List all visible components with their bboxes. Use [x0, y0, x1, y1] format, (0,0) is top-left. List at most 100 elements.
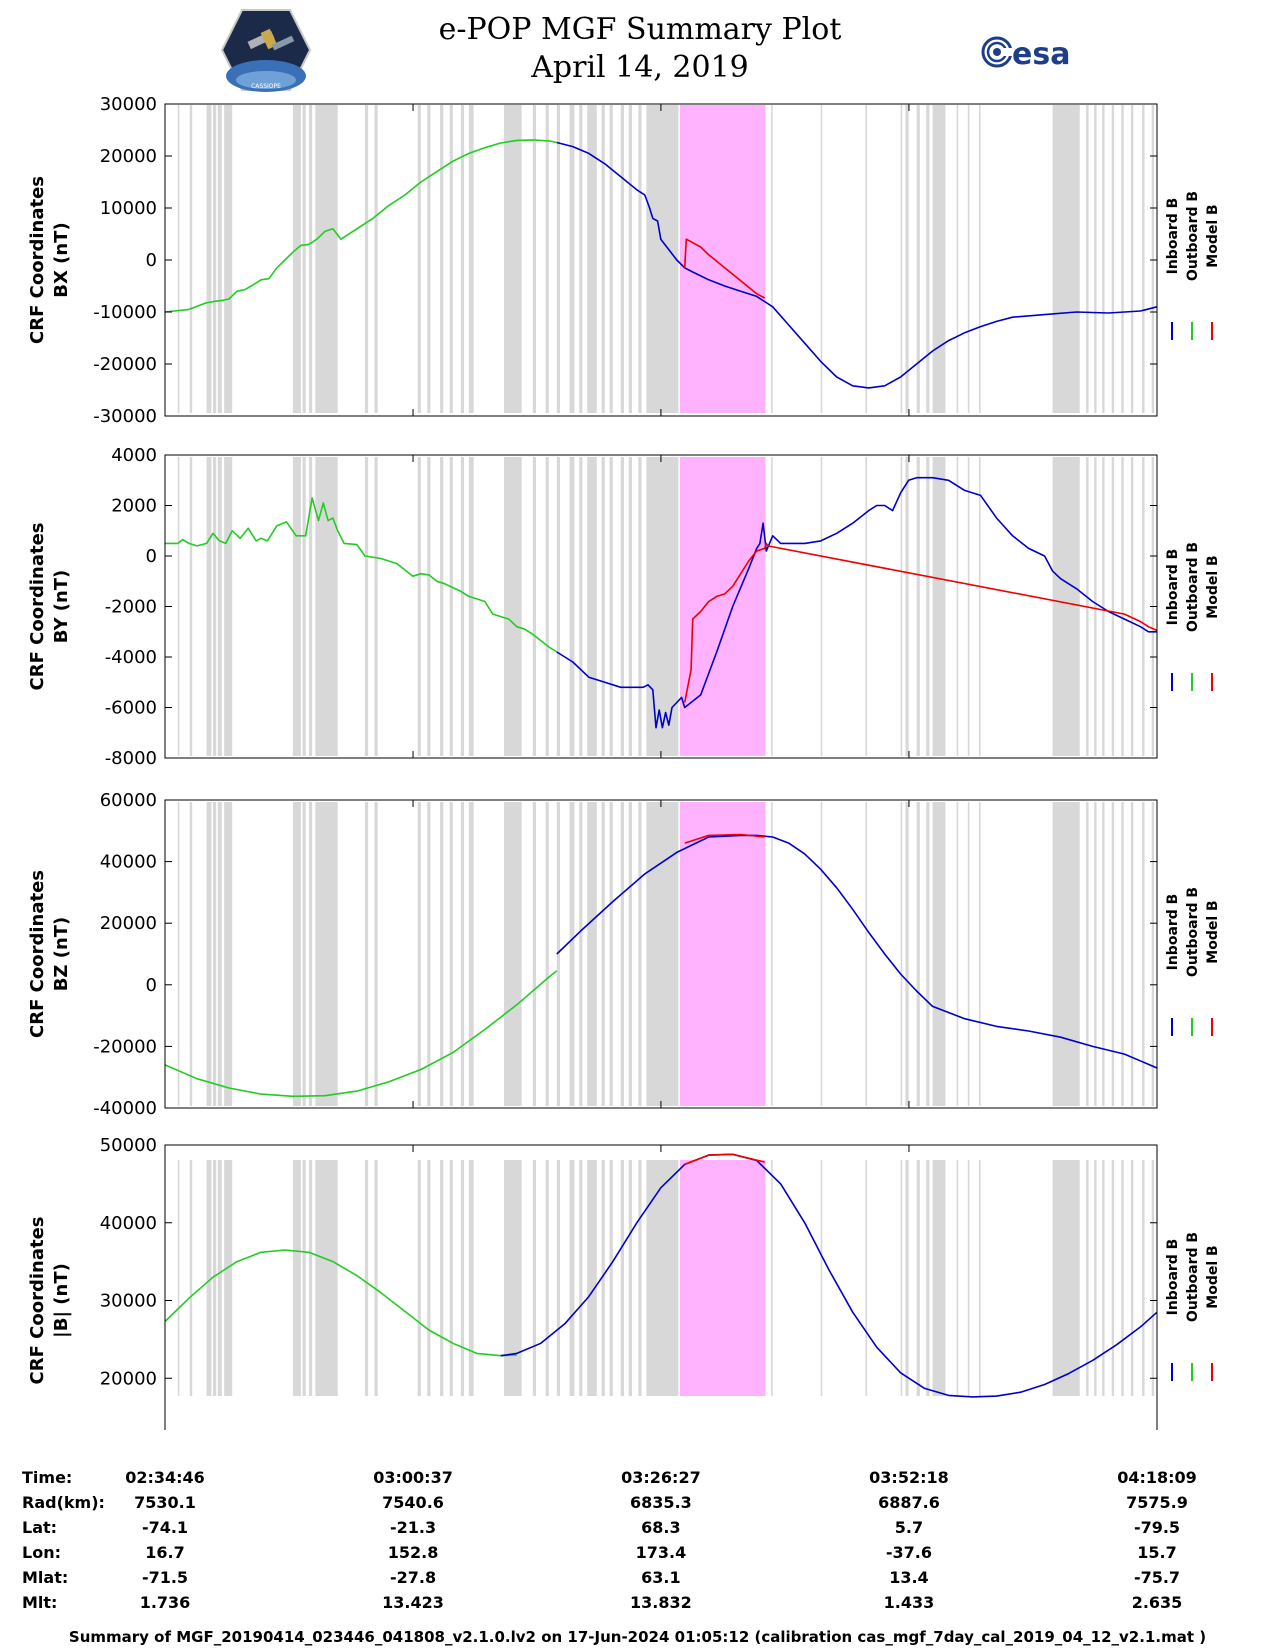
info-row-label: Mlt:: [22, 1593, 58, 1612]
data-gap-band: [820, 105, 823, 413]
data-gap-band: [1142, 1160, 1145, 1396]
info-cell: -27.8: [389, 1568, 437, 1587]
series-line-model-b: [683, 542, 1158, 703]
data-gap-band: [1094, 1160, 1097, 1396]
info-cell: 04:18:09: [1117, 1468, 1197, 1487]
data-gap-band: [646, 457, 679, 756]
data-gap-band: [315, 1160, 338, 1396]
info-cell: 6835.3: [630, 1493, 692, 1512]
legend-label: Inboard B: [1165, 894, 1181, 971]
info-cell: -74.1: [141, 1518, 189, 1537]
data-gap-band: [468, 1160, 474, 1396]
info-cell: 63.1: [641, 1568, 681, 1587]
data-gap-band: [1130, 457, 1134, 756]
data-gap-band: [609, 105, 613, 413]
info-cell: 03:00:37: [373, 1468, 453, 1487]
data-gap-band: [212, 1160, 217, 1396]
data-gap-band: [1102, 1160, 1105, 1396]
data-gap-band: [449, 802, 453, 1106]
data-gap-band: [932, 105, 946, 413]
info-cell: -37.6: [885, 1543, 933, 1562]
highlight-interval-band: [679, 457, 766, 756]
data-gap-band: [820, 802, 823, 1106]
y-tick-label: 4000: [111, 445, 157, 466]
data-gap-band: [217, 1160, 222, 1396]
data-gap-band: [460, 1160, 465, 1396]
data-gap-band: [956, 802, 959, 1106]
data-gap-band: [905, 457, 909, 756]
data-gap-band: [620, 105, 624, 413]
series-line-inboard-b: [556, 141, 1158, 389]
data-gap-band: [1102, 105, 1105, 413]
info-cell: 7530.1: [134, 1493, 196, 1512]
info-cell: 1.433: [883, 1593, 935, 1612]
data-gap-band: [926, 457, 930, 756]
data-gap-band: [579, 457, 583, 756]
y-axis-label: CRF Coordinates: [27, 523, 48, 691]
plot-date: April 14, 2019: [531, 50, 749, 85]
info-cell: 7575.9: [1126, 1493, 1188, 1512]
data-gap-band: [926, 105, 930, 413]
data-gap-band: [579, 1160, 583, 1396]
data-gap-band: [609, 457, 613, 756]
data-gap-band: [638, 802, 642, 1106]
data-gap-band: [308, 802, 313, 1106]
y-axis-label: CRF Coordinates: [27, 870, 48, 1038]
data-gap-band: [900, 105, 903, 413]
data-gap-band: [1151, 802, 1155, 1106]
data-gap-band: [956, 1160, 959, 1396]
y-tick-label: 0: [146, 975, 157, 996]
y-axis-label: CRF Coordinates: [27, 176, 48, 344]
data-gap-band: [315, 105, 338, 413]
series-line-outboard-b: [164, 1249, 517, 1357]
data-gap-band: [417, 802, 421, 1106]
esa-logo: esa: [980, 34, 1090, 74]
legend-label: Outboard B: [1185, 542, 1201, 632]
data-gap-band: [315, 457, 338, 756]
y-tick-label: -6000: [105, 698, 157, 719]
data-gap-band: [212, 802, 217, 1106]
data-gap-band: [189, 1160, 193, 1396]
y-tick-label: 30000: [100, 1291, 157, 1312]
data-gap-band: [417, 105, 421, 413]
info-cell: 6887.6: [878, 1493, 940, 1512]
info-cell: 13.4: [889, 1568, 929, 1587]
data-gap-band: [620, 802, 624, 1106]
data-gap-band: [628, 457, 632, 756]
data-gap-band: [956, 105, 959, 413]
data-gap-band: [900, 802, 903, 1106]
info-row-label: Mlat:: [22, 1568, 69, 1587]
y-tick-label: -4000: [105, 647, 157, 668]
info-cell: 02:34:46: [125, 1468, 205, 1487]
data-gap-band: [1142, 105, 1145, 413]
plot-title: e-POP MGF Summary Plot: [438, 12, 842, 47]
data-gap-band: [292, 1160, 301, 1396]
data-gap-band: [1111, 457, 1115, 756]
data-gap-band: [601, 457, 605, 756]
data-gap-band: [620, 457, 624, 756]
highlight-interval-band: [679, 105, 766, 413]
data-gap-band: [609, 802, 613, 1106]
series-line-inboard-b: [556, 476, 1157, 729]
data-gap-band: [638, 105, 642, 413]
data-gap-band: [932, 1160, 946, 1396]
info-cell: -71.5: [141, 1568, 189, 1587]
data-gap-band: [967, 105, 970, 413]
data-gap-band: [579, 105, 583, 413]
highlight-interval-band: [679, 1160, 766, 1396]
data-gap-band: [212, 105, 217, 413]
data-gap-band: [374, 802, 378, 1106]
data-gap-band: [417, 1160, 421, 1396]
info-cell: 2.635: [1131, 1593, 1183, 1612]
data-gap-band: [771, 1160, 773, 1396]
y-tick-label: -8000: [105, 748, 157, 769]
data-gap-band: [1102, 457, 1105, 756]
data-gap-band: [579, 802, 583, 1106]
y-axis-label: BZ (nT): [51, 917, 72, 992]
info-cell: 16.7: [145, 1543, 185, 1562]
info-cell: 5.7: [894, 1518, 924, 1537]
data-gap-band: [979, 457, 981, 756]
series-line-inboard-b: [556, 834, 1158, 1069]
y-tick-label: 30000: [100, 94, 157, 115]
